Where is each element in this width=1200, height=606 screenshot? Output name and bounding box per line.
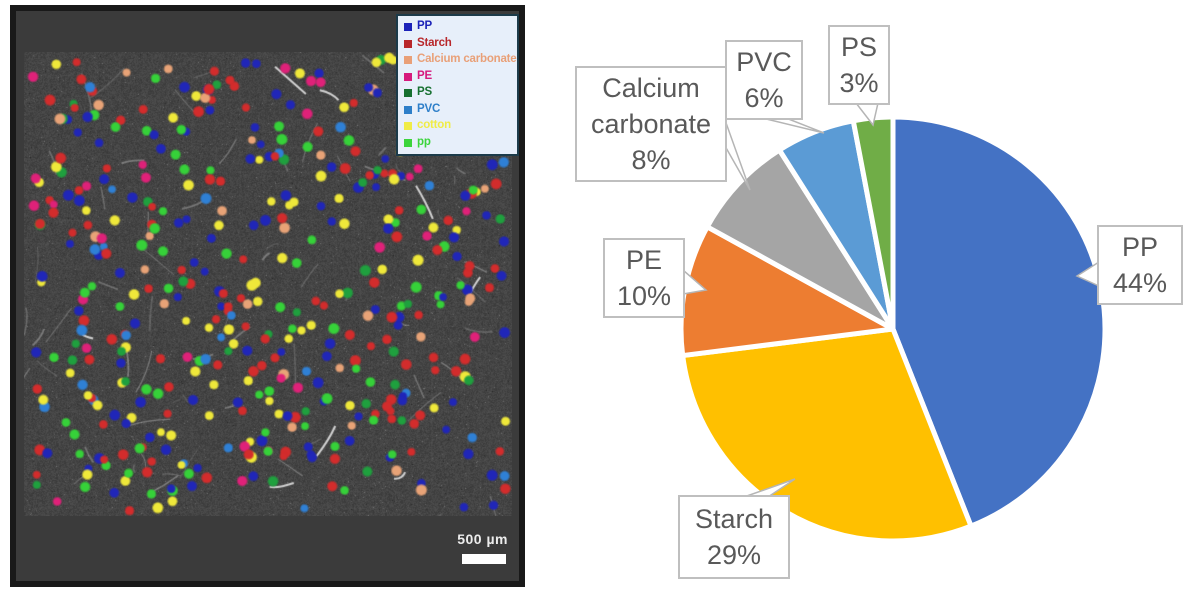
- legend-label: PP: [417, 20, 432, 33]
- scale-bar-label: 500 µm: [457, 531, 508, 547]
- pie-callout-pvc: PVC 6%: [725, 40, 803, 120]
- pie-callout-leader-pvc: [761, 117, 825, 134]
- scale-bar: [462, 554, 506, 564]
- legend-swatch-icon: [404, 56, 412, 64]
- legend-swatch-icon: [404, 138, 412, 147]
- pie-callout-percent: 29%: [706, 540, 762, 570]
- legend-item-calcium-carbonate: Calcium carbonate: [404, 53, 517, 67]
- pie-callout-category: Calcium carbonate: [590, 73, 712, 139]
- legend-label: PE: [417, 69, 432, 82]
- pie-callout-category: Starch: [694, 504, 774, 534]
- legend-label: PS: [417, 86, 432, 99]
- legend-item-ps: PS: [404, 86, 515, 100]
- pie-callout-category: PVC: [736, 47, 792, 77]
- legend-label: PVC: [417, 102, 441, 115]
- pie-callout-percent: 6%: [744, 83, 784, 113]
- legend-item-cotton: cotton: [404, 119, 515, 133]
- pie-callout-pp: PP 44%: [1097, 225, 1183, 305]
- legend-item-pvc: PVC: [404, 103, 515, 117]
- pie-callout-starch: Starch 29%: [678, 495, 790, 579]
- raman-map-panel: PP Starch Calcium carbonate PE PS PVC cotton pp…: [10, 5, 525, 587]
- legend-item-pp: PP: [404, 20, 515, 34]
- legend-label: pp: [417, 135, 431, 148]
- legend-swatch-icon: [404, 39, 412, 48]
- pie-callout-category: PS: [840, 32, 878, 62]
- pie-callout-calcium-carbonate: Calcium carbonate 8%: [575, 66, 727, 182]
- legend-label: Calcium carbonate: [417, 53, 517, 66]
- legend-label: Starch: [417, 36, 452, 49]
- pie-callout-ps: PS 3%: [828, 25, 890, 105]
- legend-swatch-icon: [404, 72, 412, 81]
- legend-swatch-icon: [404, 122, 412, 130]
- pie-callout-percent: 44%: [1112, 268, 1168, 298]
- legend-label: cotton: [417, 119, 451, 132]
- pie-callout-percent: 3%: [839, 68, 879, 98]
- legend-swatch-icon: [404, 89, 412, 97]
- legend-swatch-icon: [404, 23, 412, 31]
- legend-swatch-icon: [404, 105, 412, 114]
- pie-callout-category: PP: [1121, 232, 1159, 262]
- pie-callout-percent: 10%: [616, 281, 672, 311]
- legend-item-starch: Starch: [404, 37, 515, 51]
- map-legend: PP Starch Calcium carbonate PE PS PVC cotton pp: [396, 14, 519, 156]
- legend-item-pp: pp: [404, 136, 515, 150]
- pie-callout-pe: PE 10%: [603, 238, 685, 318]
- legend-item-pe: PE: [404, 70, 515, 84]
- pie-callout-leader-calcium-carbonate: [724, 119, 751, 191]
- pie-callout-percent: 8%: [631, 145, 671, 175]
- pie-callout-category: PE: [625, 245, 663, 275]
